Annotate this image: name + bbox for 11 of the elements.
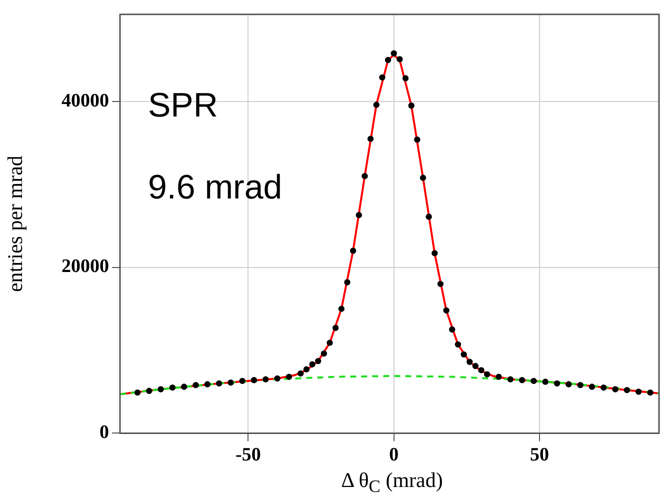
y-tick-label: 0	[100, 422, 109, 444]
line-series	[120, 374, 659, 396]
y-tick-label: 40000	[62, 90, 109, 112]
y-tick-label: 20000	[62, 256, 109, 278]
x-tick-label: 0	[389, 444, 399, 466]
annotation: SPR	[148, 86, 218, 124]
x-axis-title: Δ θ$_{C}$ (mrad)	[340, 468, 444, 498]
annotation: 9.6 mrad	[148, 168, 282, 206]
x-tick-label: 50	[530, 444, 550, 466]
x-tick-label: -50	[236, 444, 261, 466]
y-axis-title: entries per mrad	[3, 155, 28, 292]
